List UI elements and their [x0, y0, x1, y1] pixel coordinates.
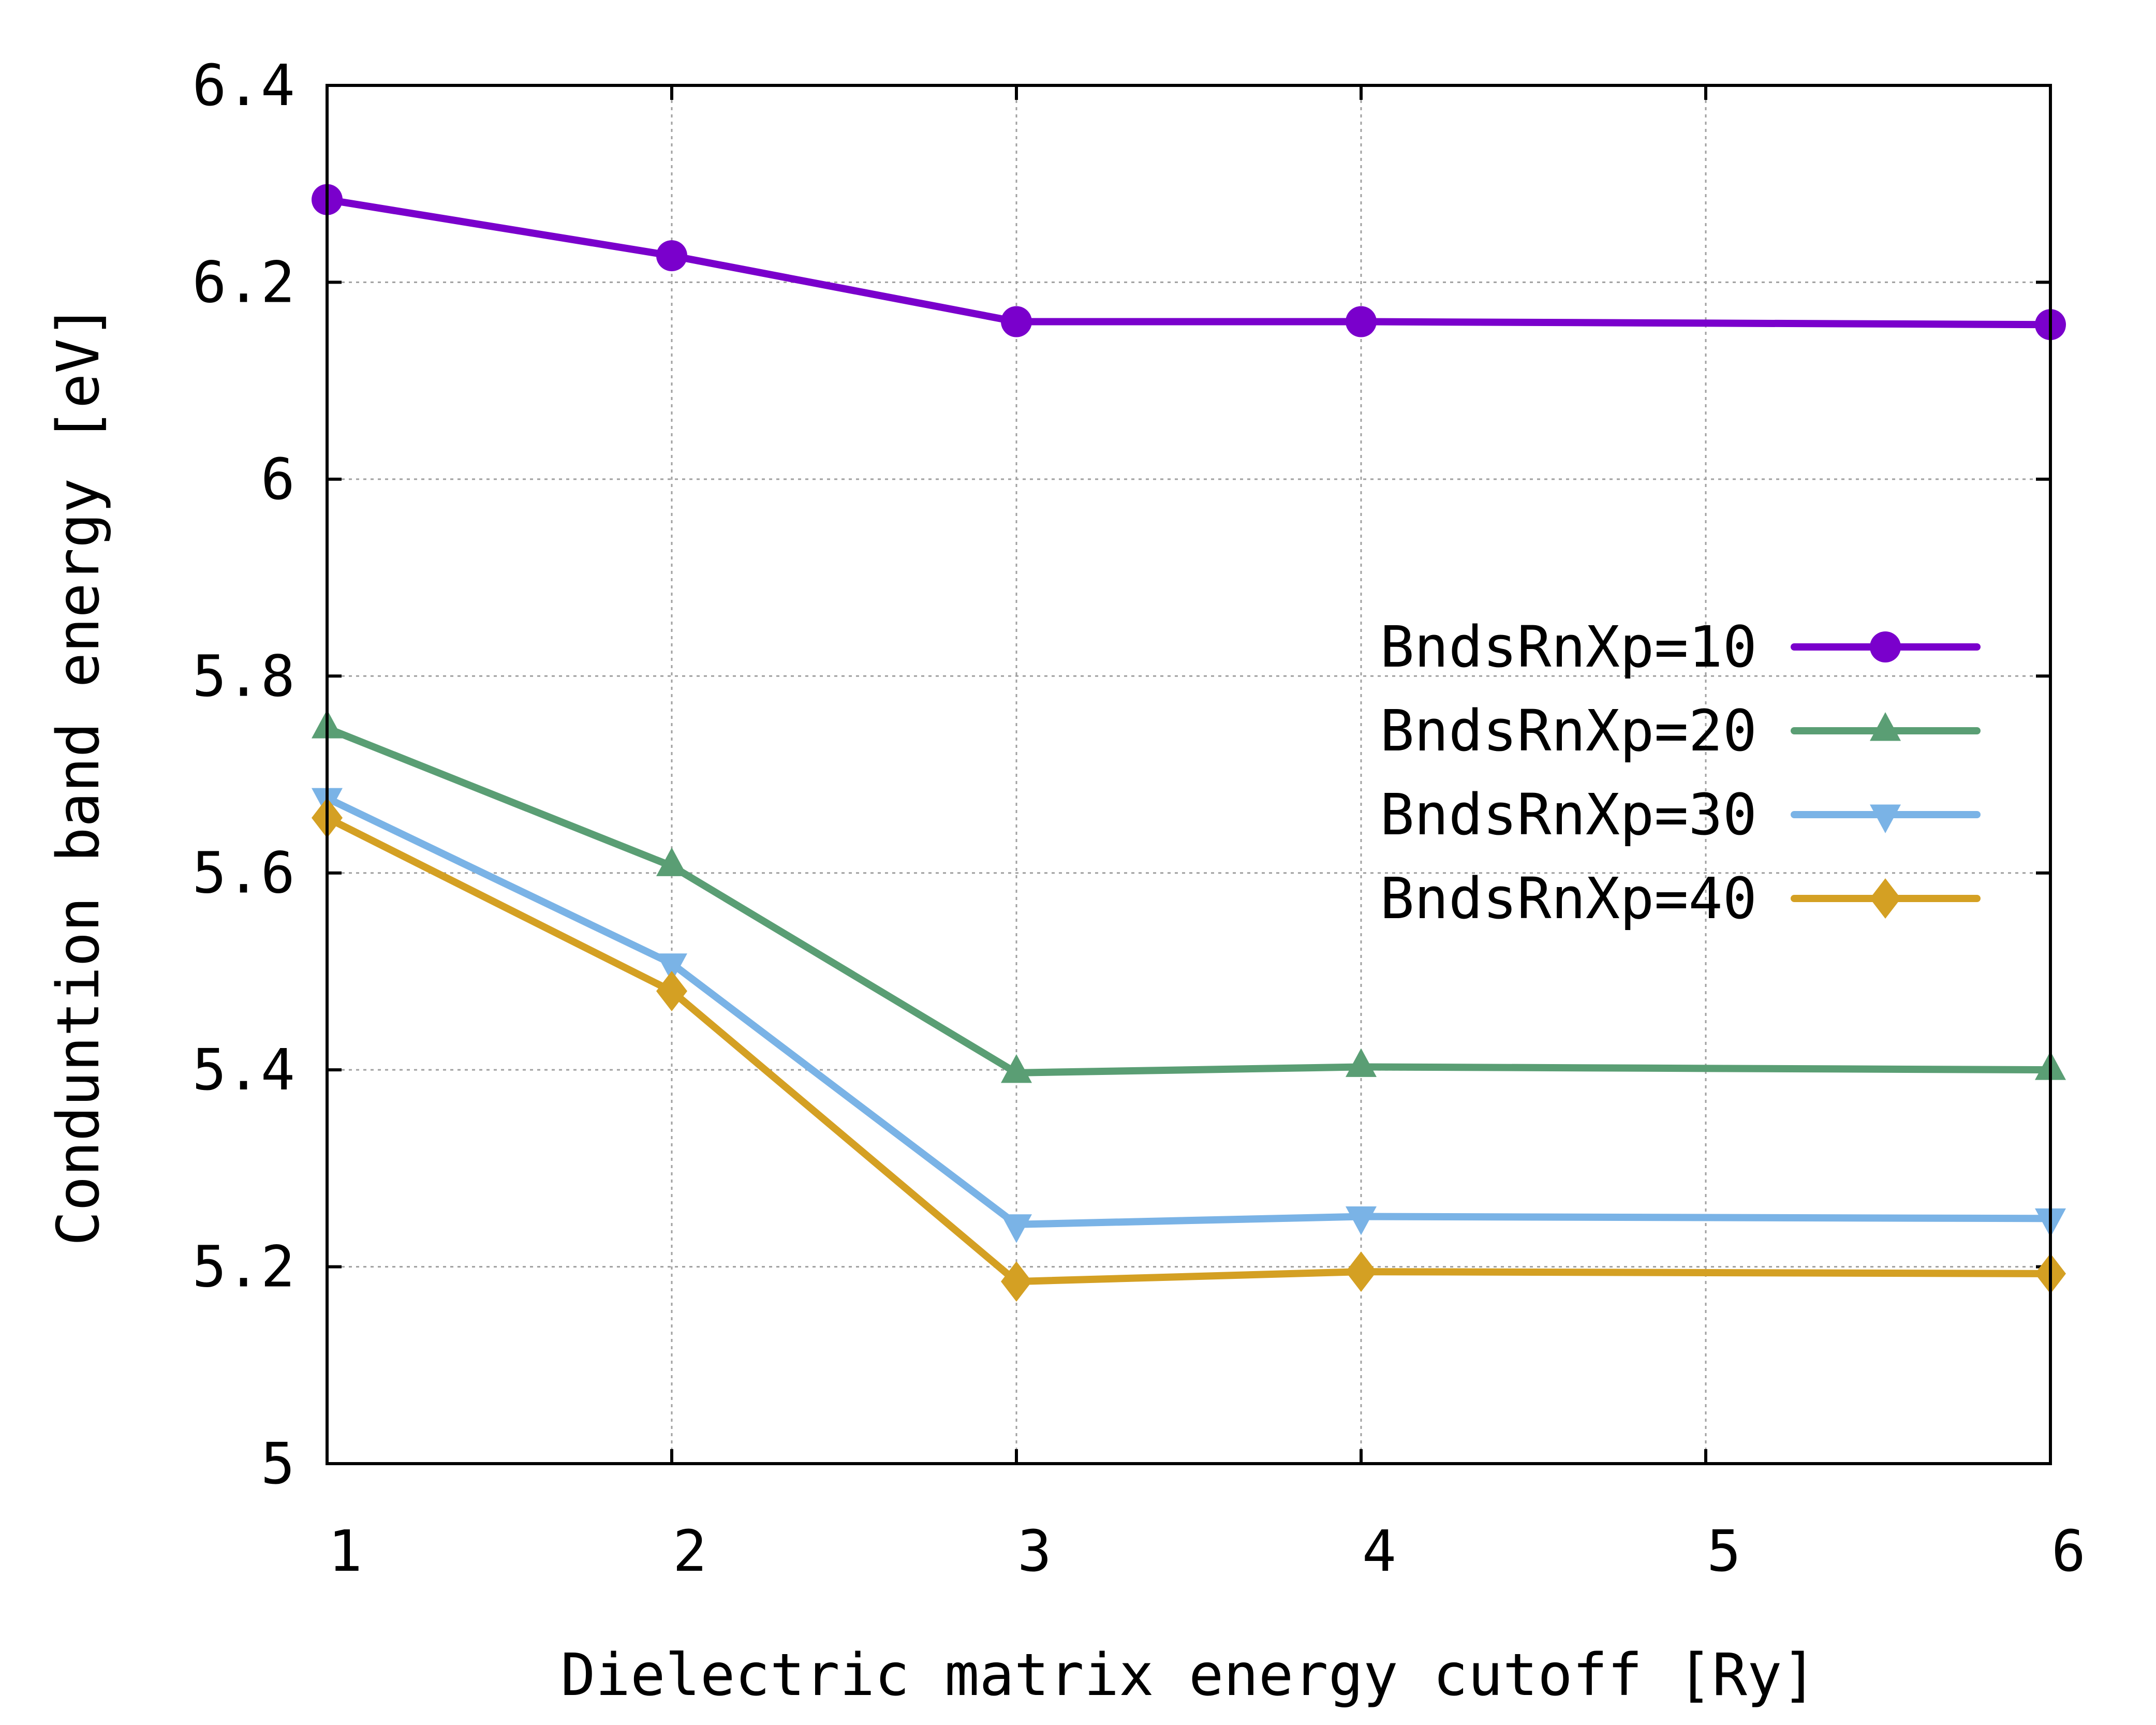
y-tick-label: 6.2	[192, 249, 295, 315]
legend-label: BndsRnXp=10	[1380, 614, 1757, 680]
y-tick-label: 5.8	[192, 643, 295, 709]
y-tick-label: 5.6	[192, 840, 295, 906]
data-point-marker	[656, 970, 687, 1011]
series-lines	[312, 184, 2066, 1302]
series-2	[312, 710, 2066, 1083]
legend-label: BndsRnXp=40	[1380, 865, 1757, 932]
x-tick-label: 6	[2051, 1518, 2086, 1584]
data-point-marker	[1346, 1048, 1377, 1077]
data-point-marker	[1346, 306, 1377, 337]
x-axis-title: Dielectric matrix energy cutoff [Ry]	[560, 1642, 1817, 1709]
legend-item: BndsRnXp=30	[1380, 782, 1981, 848]
data-point-marker	[1001, 306, 1032, 337]
data-point-marker	[656, 847, 687, 876]
series-line	[325, 814, 2051, 1286]
y-tick-labels: 5 5.2 5.4 5.6 5.8 6 6.2 6.4	[192, 52, 295, 1497]
legend: BndsRnXp=10 BndsRnXp=20 BndsRnXp=30 BndsRnX…	[1380, 614, 1981, 932]
x-tick-label: 5	[1707, 1518, 1741, 1584]
y-tick-label: 5.4	[192, 1037, 295, 1103]
legend-marker-icon	[1870, 804, 1901, 833]
legend-marker-icon	[1870, 712, 1901, 741]
legend-item: BndsRnXp=40	[1380, 865, 1981, 932]
legend-marker-icon	[1870, 631, 1901, 662]
legend-item: BndsRnXp=20	[1380, 698, 1981, 764]
x-tick-label: 1	[328, 1518, 362, 1584]
x-tick-labels: 1 2 3 4 5 6	[328, 1518, 2086, 1584]
y-tick-label: 5.2	[192, 1234, 295, 1300]
series-line	[326, 196, 2051, 329]
legend-label: BndsRnXp=20	[1380, 698, 1757, 764]
legend-marker-icon	[1870, 878, 1901, 919]
data-point-marker	[656, 240, 687, 272]
y-tick-label: 5	[261, 1431, 295, 1497]
data-point-marker	[1001, 1261, 1032, 1302]
legend-item: BndsRnXp=10	[1380, 614, 1981, 680]
plot-frame	[326, 84, 2052, 1465]
y-tick-label: 6.4	[192, 52, 295, 119]
series-line	[325, 794, 2051, 1228]
data-point-marker	[1001, 1054, 1032, 1083]
series-1	[312, 184, 2066, 341]
x-tick-label: 3	[1017, 1518, 1052, 1584]
legend-label: BndsRnXp=30	[1380, 782, 1757, 848]
y-axis-title: Conduntion band energy [eV]	[45, 304, 112, 1246]
x-tick-label: 4	[1362, 1518, 1396, 1584]
series-3	[312, 788, 2066, 1243]
x-tick-label: 2	[673, 1518, 707, 1584]
data-point-marker	[1346, 1206, 1377, 1235]
data-point-marker	[656, 953, 687, 982]
y-tick-label: 6	[261, 446, 295, 512]
axis-ticks	[326, 84, 2052, 1465]
data-point-marker	[1001, 1214, 1032, 1243]
data-point-marker	[1346, 1251, 1377, 1292]
grid-lines	[327, 85, 2050, 1464]
